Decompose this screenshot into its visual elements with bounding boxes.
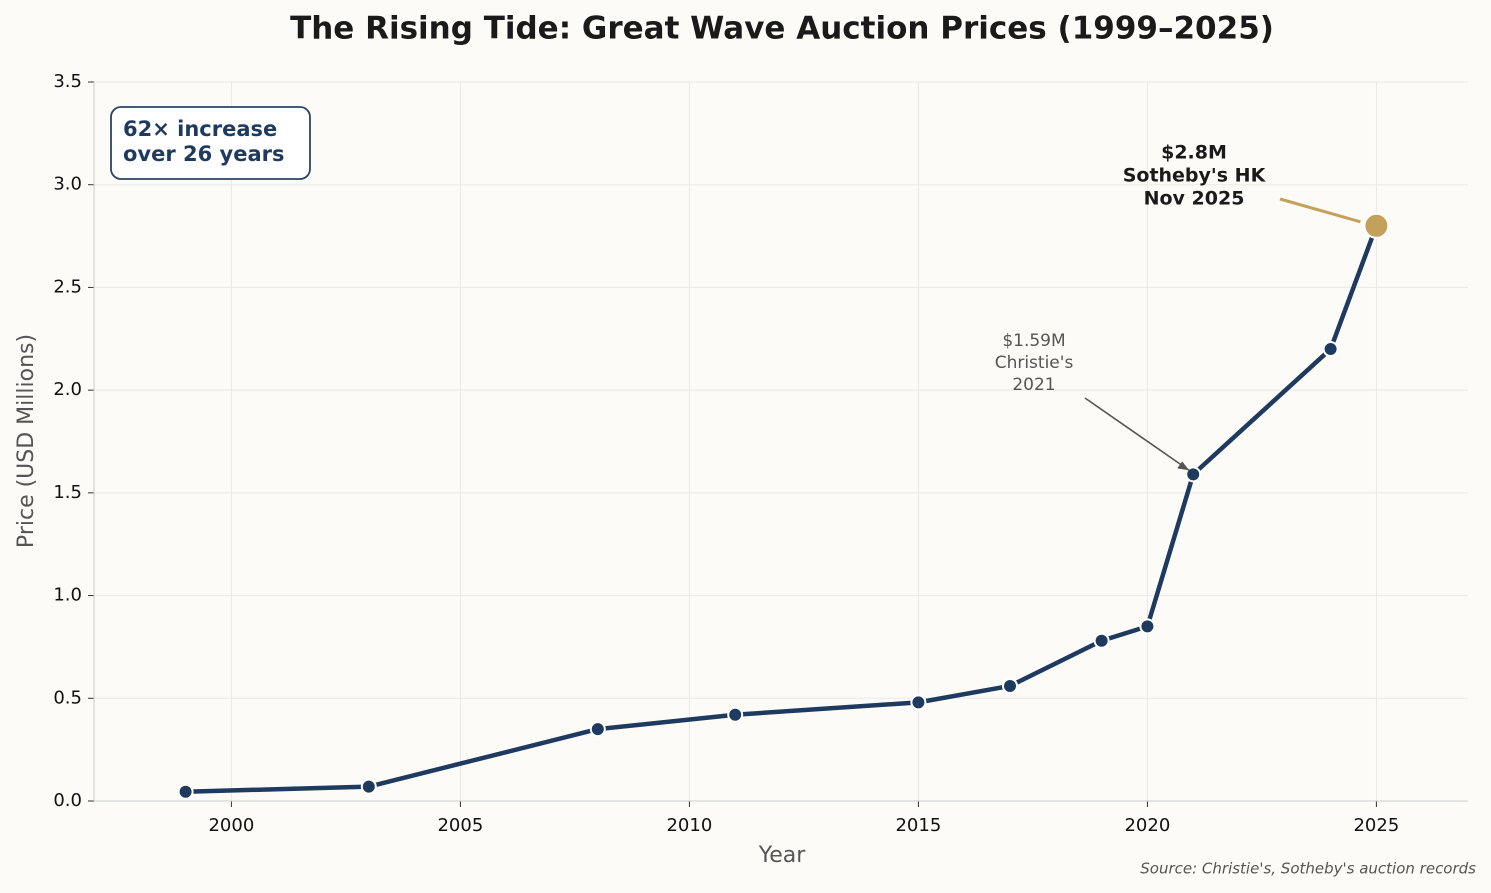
point (177, 783, 194, 800)
point (910, 694, 927, 711)
point (1322, 341, 1339, 358)
x-tick-label: 2005 (437, 815, 483, 836)
point (727, 706, 744, 723)
x-tick-label: 2000 (208, 815, 254, 836)
annotation-arrow (1279, 197, 1361, 224)
text-box-line: 62× increase (123, 117, 277, 141)
annotation-text: Christie's (995, 353, 1074, 373)
y-tick-label: 2.0 (53, 379, 82, 400)
point (1002, 677, 1018, 694)
annotation-text: $2.8M (1161, 142, 1227, 164)
text-box-line: over 26 years (123, 142, 285, 166)
source-note: Source: Christie's, Sotheby's auction re… (1140, 860, 1476, 878)
x-tick-label: 2020 (1124, 815, 1170, 836)
annotation-arrow (1084, 397, 1190, 472)
point (1185, 466, 1202, 483)
x-tick-label: 2015 (895, 815, 941, 836)
y-axis-label: Price (USD Millions) (14, 334, 39, 548)
text-box (110, 106, 311, 180)
point (360, 778, 377, 795)
chart-title: The Rising Tide: Great Wave Auction Pric… (290, 11, 1274, 47)
annotation-text: Sotheby's HK (1123, 165, 1267, 187)
y-tick-label: 3.5 (53, 71, 82, 92)
y-tick-label: 2.5 (53, 276, 82, 297)
x-tick-label: 2010 (666, 815, 712, 836)
y-tick-label: 3.0 (53, 174, 82, 195)
x-tick-label: 2025 (1353, 815, 1399, 836)
point (589, 721, 606, 738)
x-axis-label: Year (758, 843, 807, 868)
annotation-text: Nov 2025 (1144, 188, 1245, 210)
annotation-text: $1.59M (1002, 331, 1065, 351)
highlight-point (1363, 212, 1390, 239)
y-tick-label: 1.5 (53, 482, 82, 503)
point (1139, 618, 1156, 635)
annotation-text: 2021 (1012, 375, 1055, 395)
y-tick-label: 1.0 (53, 585, 82, 606)
y-tick-label: 0.0 (53, 790, 82, 811)
arrow-head (1177, 461, 1190, 471)
point (1093, 632, 1110, 649)
y-tick-label: 0.5 (53, 687, 82, 708)
